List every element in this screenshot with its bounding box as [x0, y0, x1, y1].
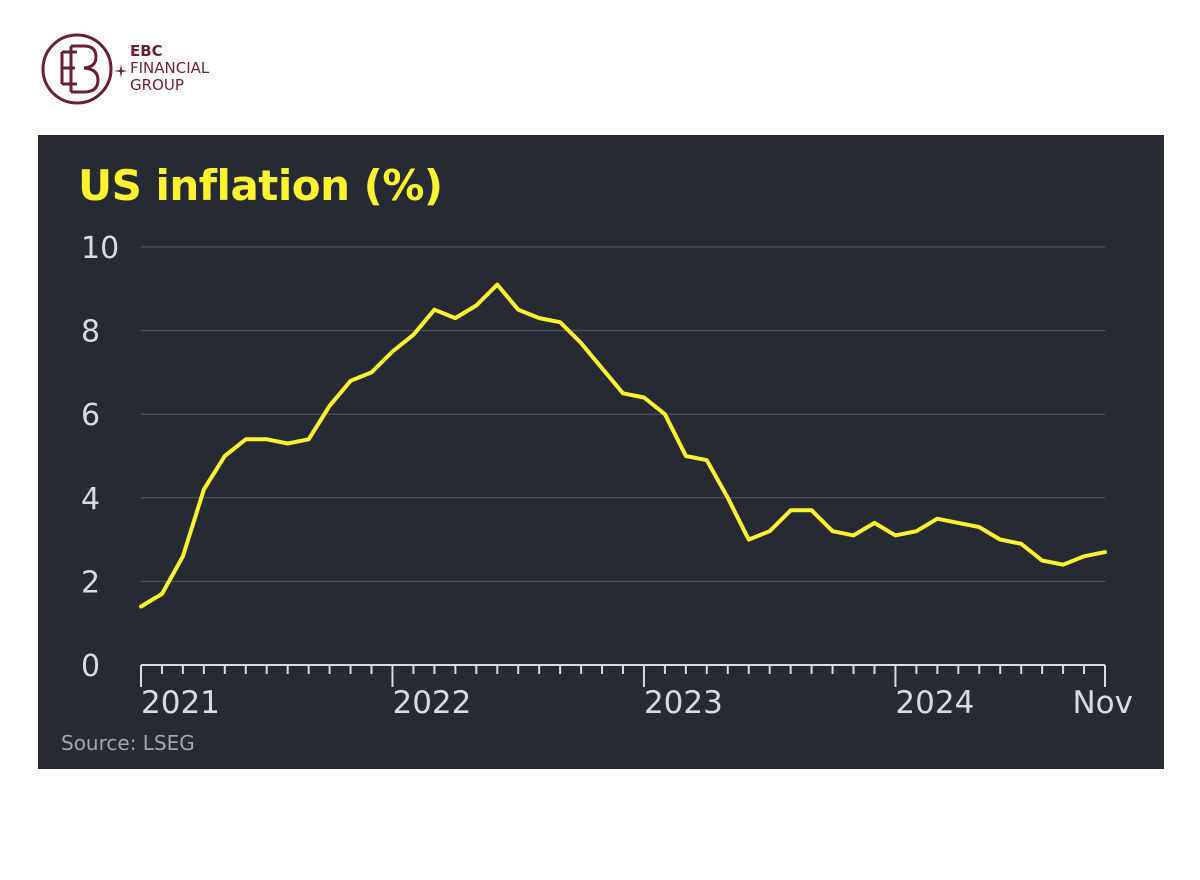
gridlines — [141, 246, 1105, 582]
y-tick-label: 10 — [81, 231, 119, 266]
x-tick-label: 2024 — [895, 685, 974, 721]
ebc-logo-icon — [41, 33, 113, 105]
inflation-series-line — [139, 282, 1107, 609]
sparkle-icon — [114, 64, 128, 78]
y-tick-label: 6 — [81, 398, 100, 433]
brand-line-3: GROUP — [130, 76, 184, 94]
x-tick-label: Nov — [1072, 685, 1133, 721]
x-tick-label: 2023 — [644, 685, 723, 721]
chart-panel: 0 2 4 6 8 10 2021 2022 2023 2024 Nov US inflation… — [38, 135, 1164, 769]
x-tick-label: 2022 — [392, 685, 471, 721]
x-axis: 2021 2022 2023 2024 Nov — [140, 664, 1133, 721]
chart-title: US inflation (%) — [78, 161, 443, 210]
y-axis-tick-labels: 0 2 4 6 8 10 — [81, 231, 119, 684]
chart-source: Source: LSEG — [61, 731, 195, 755]
brand-logo: EBC FINANCIAL GROUP — [40, 32, 300, 112]
y-tick-label: 4 — [81, 482, 100, 517]
series-lines — [139, 282, 1107, 609]
y-tick-label: 0 — [81, 649, 100, 684]
brand-line-1: EBC — [130, 42, 163, 60]
brand-line-2: FINANCIAL — [130, 59, 210, 77]
line-chart: 0 2 4 6 8 10 2021 2022 2023 2024 Nov — [81, 231, 1133, 721]
y-tick-label: 2 — [81, 565, 100, 600]
brand-name: EBC FINANCIAL GROUP — [130, 43, 209, 94]
y-tick-label: 8 — [81, 315, 100, 350]
x-tick-label: 2021 — [141, 685, 220, 721]
